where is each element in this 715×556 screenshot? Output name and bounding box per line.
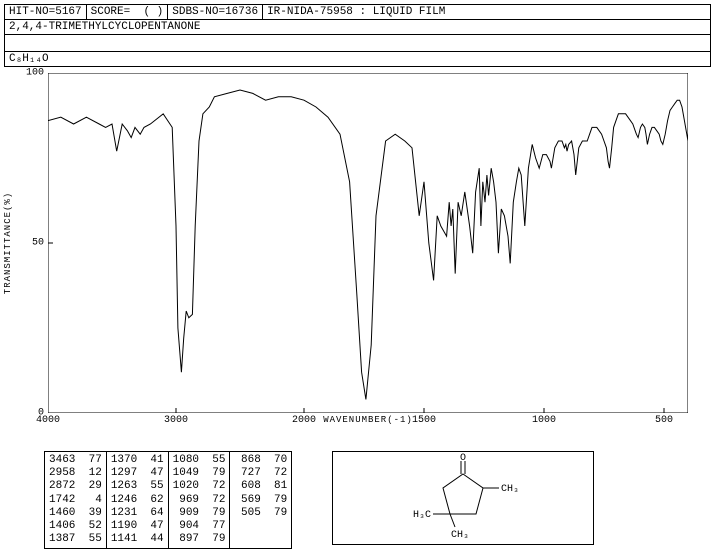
peak-row: 897 79	[173, 533, 226, 546]
structure-svg: O CH₃ CH₃ H₃C	[333, 452, 593, 544]
x-tick: 2000	[292, 413, 316, 426]
score-value: ( )	[143, 6, 163, 18]
peaks-table: 3463 772958 122872 291742 41460 391406 5…	[44, 451, 292, 549]
peak-row: 1460 39	[49, 507, 102, 520]
peak-row: 1141 44	[111, 533, 164, 546]
header-bar: HIT-NO=5167 SCORE= ( ) SDBS-NO=16736 IR-…	[4, 4, 711, 20]
peak-row: 1190 47	[111, 520, 164, 533]
sdbs-label: SDBS-NO=	[172, 6, 225, 18]
peak-row: 727 72	[234, 467, 287, 480]
molecular-formula: C₈H₁₄O	[4, 51, 711, 67]
peaks-column: 868 70 727 72 608 81 569 79 505 79	[230, 452, 291, 548]
score-label: SCORE=	[91, 6, 131, 18]
peak-row: 1020 72	[173, 480, 226, 493]
x-tick: 1000	[532, 413, 556, 426]
x-tick: 1500	[412, 413, 436, 426]
bottom-panel: 3463 772958 122872 291742 41460 391406 5…	[44, 451, 711, 549]
y-axis-label: TRANSMITTANCE(%)	[3, 192, 13, 294]
peak-row: 2872 29	[49, 480, 102, 493]
spectrum-svg	[48, 73, 688, 413]
peak-row: 3463 77	[49, 454, 102, 467]
peak-row: 505 79	[234, 507, 287, 520]
peak-row: 1406 52	[49, 520, 102, 533]
x-tick: 500	[655, 413, 673, 426]
label-ch3-right: CH₃	[501, 484, 519, 495]
sdbs-cell: SDBS-NO=16736	[168, 5, 263, 19]
score-cell: SCORE= ( )	[87, 5, 169, 19]
y-tick: 0	[38, 408, 48, 419]
peak-row: 1231 64	[111, 507, 164, 520]
peak-row: 1080 55	[173, 454, 226, 467]
peak-row: 1387 55	[49, 533, 102, 546]
peak-row: 1297 47	[111, 467, 164, 480]
peak-row: 608 81	[234, 480, 287, 493]
peak-row: 1263 55	[111, 480, 164, 493]
x-axis-label: WAVENUMBER(-1)	[48, 415, 688, 425]
hit-no-label: HIT-NO=	[9, 6, 55, 18]
label-h3c-left: H₃C	[413, 510, 431, 521]
sdbs-value: 16736	[225, 6, 258, 18]
peak-row: 909 79	[173, 507, 226, 520]
peak-row: 1370 41	[111, 454, 164, 467]
peak-row: 1049 79	[173, 467, 226, 480]
label-ch3-bottom: CH₃	[451, 530, 469, 541]
hit-no-cell: HIT-NO=5167	[5, 5, 87, 19]
ir-spectrum-chart: TRANSMITTANCE(%) 40003000200015001000500…	[48, 73, 688, 413]
x-tick: 3000	[164, 413, 188, 426]
y-tick: 100	[26, 68, 48, 79]
peak-row: 969 72	[173, 494, 226, 507]
structure-diagram: O CH₃ CH₃ H₃C	[332, 451, 594, 545]
peak-row: 2958 12	[49, 467, 102, 480]
hit-no-value: 5167	[55, 6, 81, 18]
peaks-column: 3463 772958 122872 291742 41460 391406 5…	[45, 452, 107, 548]
peaks-column: 1370 411297 471263 551246 621231 641190 …	[107, 452, 169, 548]
spacer	[4, 35, 711, 51]
compound-name: 2,4,4-TRIMETHYLCYCLOPENTANONE	[4, 20, 711, 35]
label-o: O	[460, 453, 466, 464]
spectrum-id: IR-NIDA-75958 : LIQUID FILM	[263, 5, 710, 19]
peak-row: 1742 4	[49, 494, 102, 507]
peak-row: 868 70	[234, 454, 287, 467]
peak-row: 569 79	[234, 494, 287, 507]
peak-row: 1246 62	[111, 494, 164, 507]
peak-row: 904 77	[173, 520, 226, 533]
y-tick: 50	[32, 238, 48, 249]
peaks-column: 1080 551049 791020 72 969 72 909 79 904 …	[169, 452, 231, 548]
